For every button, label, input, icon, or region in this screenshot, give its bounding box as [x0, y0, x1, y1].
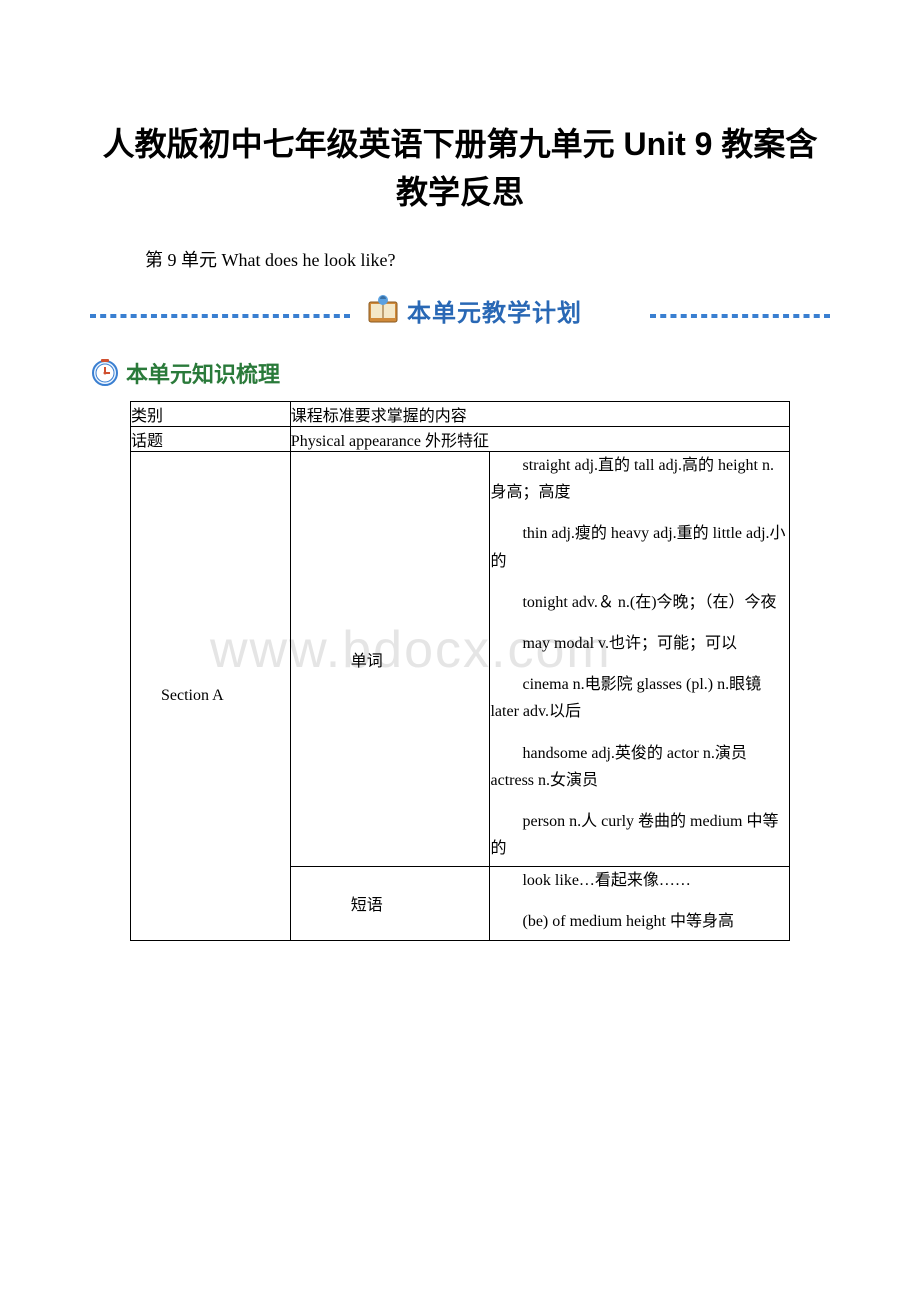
vocab-line: handsome adj.英俊的 actor n.演员 actress n.女演… [490, 740, 789, 794]
header-content: 课程标准要求掌握的内容 [290, 402, 789, 427]
vocab-line: cinema n.电影院 glasses (pl.) n.眼镜 later ad… [490, 671, 789, 725]
vocab-line: straight adj.直的 tall adj.高的 height n.身高；… [490, 452, 789, 506]
banner-line-left [90, 314, 350, 318]
vocab-line: person n.人 curly 卷曲的 medium 中等的 [490, 808, 789, 862]
topic-label: 话题 [131, 427, 291, 452]
vocab-line: may modal v.也许；可能；可以 [490, 630, 789, 657]
book-icon [365, 292, 401, 328]
section-label: 本单元知识梳理 [90, 357, 830, 389]
topic-content: Physical appearance 外形特征 [290, 427, 789, 452]
section-label-text: 本单元知识梳理 [126, 357, 280, 389]
banner-line-right [650, 314, 830, 318]
words-label: 单词 [290, 452, 490, 867]
vocab-line: tonight adv.＆ n.(在)今晚；（在）今夜 [490, 589, 789, 616]
banner-center: 本单元教学计划 [365, 292, 582, 328]
unit-subtitle: 第 9 单元 What does he look like? [145, 246, 830, 272]
vocab-line: thin adj.瘦的 heavy adj.重的 little adj.小的 [490, 520, 789, 574]
phrases-label: 短语 [290, 867, 490, 940]
page-title: 人教版初中七年级英语下册第九单元 Unit 9 教案含教学反思 [90, 120, 830, 216]
banner-text: 本单元教学计划 [407, 293, 582, 328]
words-content: straight adj.直的 tall adj.高的 height n.身高；… [490, 452, 790, 867]
knowledge-table: 类别 课程标准要求掌握的内容 话题 Physical appearance 外形… [130, 401, 790, 941]
table-row: Section A 单词 straight adj.直的 tall adj.高的… [131, 452, 790, 867]
phrases-content: look like…看起来像…… (be) of medium height 中… [490, 867, 790, 940]
table-row: 类别 课程标准要求掌握的内容 [131, 402, 790, 427]
banner: 本单元教学计划 [90, 292, 830, 342]
clock-icon [90, 358, 120, 388]
header-category: 类别 [131, 402, 291, 427]
phrase-line: look like…看起来像…… [490, 867, 789, 894]
section-a-label: Section A [131, 452, 291, 941]
table-row: 话题 Physical appearance 外形特征 [131, 427, 790, 452]
phrase-line: (be) of medium height 中等身高 [490, 908, 789, 935]
